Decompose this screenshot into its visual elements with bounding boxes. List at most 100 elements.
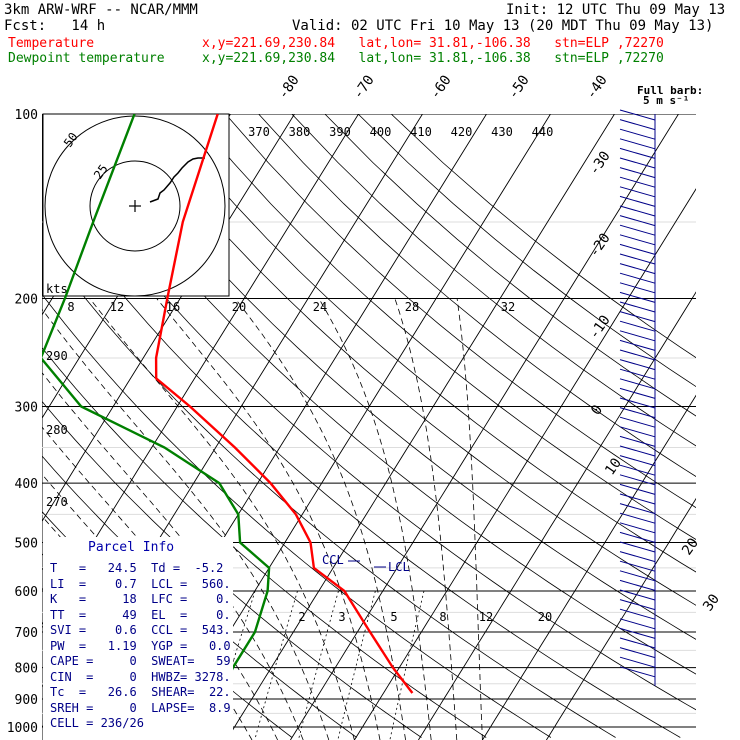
pressure-label: 500 [15, 536, 38, 551]
wind-barb [619, 320, 656, 332]
mixing-ratio-label: 5 [390, 610, 397, 624]
mixing-ratio-label: 20 [232, 300, 246, 314]
wind-barb [619, 176, 656, 188]
dewpoint-legend: Dewpoint temperature [8, 51, 165, 66]
wind-barb [619, 647, 656, 659]
parcel-info-row: CIN = 0 HWBZ= 3278. [50, 669, 231, 684]
wind-barb [619, 493, 656, 505]
isotherm-label: 20 [679, 535, 702, 558]
dry-adiabat-line [0, 114, 33, 738]
wind-barb [619, 186, 656, 198]
parcel-info-background [43, 537, 233, 740]
isotherm-line [418, 291, 696, 740]
wind-barb [619, 579, 656, 591]
pressure-label: 400 [15, 477, 38, 492]
wind-barb [619, 109, 656, 121]
isotherm-label: -70 [350, 72, 378, 102]
hodograph: 50 25 kts [42, 113, 230, 297]
parcel-info-row: SREH = 0 LAPSE= 8.9 [50, 700, 231, 715]
model-title: 3km ARW-WRF -- NCAR/MMM [4, 2, 198, 18]
wind-barb [619, 474, 656, 486]
profile-line-dewpoint-temperature [42, 114, 271, 694]
pressure-label: 100 [15, 108, 38, 123]
theta-label: 380 [289, 125, 311, 139]
wind-barb [619, 512, 656, 524]
isotherm-label: 0 [588, 402, 606, 418]
wind-barb [619, 426, 656, 438]
dry-adiabat-line [158, 114, 696, 573]
wind-barb [619, 215, 656, 227]
wind-barb [619, 637, 656, 649]
isotherm-label: 10 [602, 455, 625, 478]
mixing-ratio-label: 8 [67, 300, 74, 314]
wind-barb [619, 570, 656, 582]
mixing-ratio-label: 28 [405, 300, 419, 314]
hodograph-box [42, 113, 230, 297]
isotherm-line [354, 188, 696, 740]
ccl-annotation: CCL [322, 553, 344, 567]
parcel-info-row: LI = 0.7 LCL = 560. [50, 576, 231, 591]
pressure-label: 700 [15, 626, 38, 641]
dry-adiabat-line [324, 114, 696, 417]
wind-barb [619, 195, 656, 207]
forecast-hour: Fcst: 14 h [4, 18, 106, 34]
wind-barb [619, 435, 656, 447]
dry-adiabat-line [291, 114, 696, 447]
wind-barb [619, 368, 656, 380]
temperature-point-info: x,y=221.69,230.84 lat,lon= 31.81,-106.38… [202, 36, 664, 51]
moist-adiabat-line [156, 298, 381, 740]
isotherm-label: 30 [700, 591, 723, 614]
wind-barb [619, 464, 656, 476]
theta-label: 440 [532, 125, 554, 139]
isotherm-line [0, 114, 39, 740]
parcel-info-row: SVI = 0.6 CCL = 543. [50, 623, 231, 637]
mixing-ratio-label: 8 [439, 610, 446, 624]
isotherm-label: -60 [427, 72, 455, 102]
theta-label: 400 [370, 125, 392, 139]
wind-barb [619, 541, 656, 553]
barb-legend-label: 5 m s⁻¹ [643, 94, 689, 107]
dry-adiabat-line [390, 114, 696, 359]
moist-adiabat-line [318, 298, 432, 740]
hodograph-units: kts [46, 282, 68, 296]
wind-barb [619, 522, 656, 534]
temperature-legend: Temperature [8, 36, 95, 51]
isotherm-label: -10 [586, 312, 614, 342]
pressure-label: 200 [15, 293, 38, 308]
wind-barbs [619, 109, 656, 686]
isotherm-line [42, 114, 231, 419]
moist-adiabat-line [42, 372, 304, 740]
moist-adiabat-line [394, 298, 458, 740]
wind-barb [619, 397, 656, 409]
wind-barb [619, 560, 656, 572]
theta-label: 420 [451, 125, 473, 139]
wind-barb [619, 531, 656, 543]
pressure-label: 1000 [7, 721, 38, 736]
wind-barb [619, 503, 656, 515]
mixing-ratio-label: 3 [338, 610, 345, 624]
mixing-ratio-label: 16 [166, 300, 180, 314]
parcel-info-row: CELL = 236/26 [50, 716, 144, 730]
wind-barb [619, 263, 656, 275]
wind-barb [619, 291, 656, 303]
parcel-info-row: TT = 49 EL = 0. [50, 607, 231, 622]
wind-barb [619, 224, 656, 236]
theta-label: 430 [491, 125, 513, 139]
dry-adiabat-line [59, 114, 696, 675]
dry-adiabat-line [258, 114, 696, 477]
parcel-info-row: T = 24.5 Td = -5.2 [50, 561, 224, 575]
wind-barb [619, 330, 656, 342]
isotherm-label: -80 [275, 72, 303, 102]
dry-adiabat-line [125, 114, 696, 606]
wind-barb [619, 272, 656, 284]
theta-e-label: 270 [46, 495, 68, 509]
parcel-info-row: K = 18 LFC = 0. [50, 592, 231, 606]
pressure-label: 900 [15, 693, 38, 708]
parcel-info-row: CAPE = 0 SWEAT= 59 [50, 654, 231, 668]
theta-label: 390 [329, 125, 351, 139]
moist-adiabat-line [456, 298, 483, 740]
wind-barb [619, 301, 656, 313]
theta-label: 410 [410, 125, 432, 139]
wind-barb [619, 551, 656, 563]
